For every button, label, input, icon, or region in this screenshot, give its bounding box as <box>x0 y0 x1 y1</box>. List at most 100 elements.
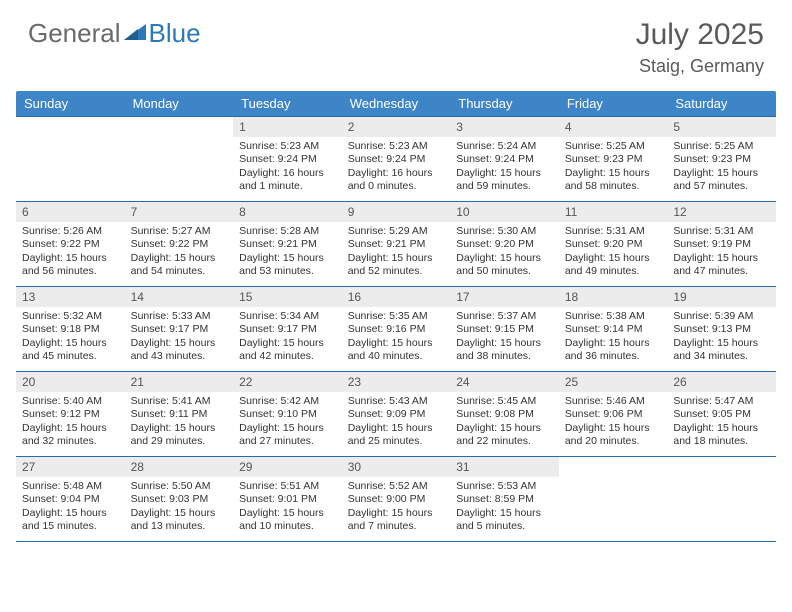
day-header-tue: Tuesday <box>233 91 342 117</box>
logo-text-general: General <box>28 18 121 49</box>
sunrise-text: Sunrise: 5:39 AM <box>673 310 770 323</box>
calendar-cell: 19Sunrise: 5:39 AMSunset: 9:13 PMDayligh… <box>667 287 776 372</box>
day-header-sun: Sunday <box>16 91 125 117</box>
cell-body: Sunrise: 5:43 AMSunset: 9:09 PMDaylight:… <box>342 392 451 453</box>
daylight-text: Daylight: 15 hours and 38 minutes. <box>456 337 553 364</box>
date-number: 31 <box>450 457 559 477</box>
sunrise-text: Sunrise: 5:37 AM <box>456 310 553 323</box>
calendar-cell <box>667 457 776 542</box>
calendar-cell: 14Sunrise: 5:33 AMSunset: 9:17 PMDayligh… <box>125 287 234 372</box>
calendar-cell: 24Sunrise: 5:45 AMSunset: 9:08 PMDayligh… <box>450 372 559 457</box>
daylight-text: Daylight: 15 hours and 32 minutes. <box>22 422 119 449</box>
cell-body: Sunrise: 5:40 AMSunset: 9:12 PMDaylight:… <box>16 392 125 453</box>
calendar-cell: 16Sunrise: 5:35 AMSunset: 9:16 PMDayligh… <box>342 287 451 372</box>
daylight-text: Daylight: 15 hours and 40 minutes. <box>348 337 445 364</box>
calendar-cell: 18Sunrise: 5:38 AMSunset: 9:14 PMDayligh… <box>559 287 668 372</box>
sunset-text: Sunset: 9:22 PM <box>22 238 119 251</box>
sunrise-text: Sunrise: 5:25 AM <box>565 140 662 153</box>
sunrise-text: Sunrise: 5:42 AM <box>239 395 336 408</box>
logo-text-blue: Blue <box>149 18 201 49</box>
sunset-text: Sunset: 9:20 PM <box>456 238 553 251</box>
daylight-text: Daylight: 15 hours and 20 minutes. <box>565 422 662 449</box>
calendar-cell: 15Sunrise: 5:34 AMSunset: 9:17 PMDayligh… <box>233 287 342 372</box>
calendar-cell: 3Sunrise: 5:24 AMSunset: 9:24 PMDaylight… <box>450 117 559 202</box>
logo: General Blue <box>28 18 201 49</box>
calendar-cell: 6Sunrise: 5:26 AMSunset: 9:22 PMDaylight… <box>16 202 125 287</box>
cell-body: Sunrise: 5:32 AMSunset: 9:18 PMDaylight:… <box>16 307 125 368</box>
sunset-text: Sunset: 9:16 PM <box>348 323 445 336</box>
sunrise-text: Sunrise: 5:26 AM <box>22 225 119 238</box>
cell-body: Sunrise: 5:31 AMSunset: 9:19 PMDaylight:… <box>667 222 776 283</box>
date-number: 29 <box>233 457 342 477</box>
calendar-cell: 28Sunrise: 5:50 AMSunset: 9:03 PMDayligh… <box>125 457 234 542</box>
daylight-text: Daylight: 16 hours and 0 minutes. <box>348 167 445 194</box>
daylight-text: Daylight: 15 hours and 57 minutes. <box>673 167 770 194</box>
daylight-text: Daylight: 15 hours and 47 minutes. <box>673 252 770 279</box>
cell-body: Sunrise: 5:53 AMSunset: 8:59 PMDaylight:… <box>450 477 559 538</box>
sunrise-text: Sunrise: 5:50 AM <box>131 480 228 493</box>
date-number: 23 <box>342 372 451 392</box>
date-number: 13 <box>16 287 125 307</box>
daylight-text: Daylight: 15 hours and 15 minutes. <box>22 507 119 534</box>
cell-body: Sunrise: 5:45 AMSunset: 9:08 PMDaylight:… <box>450 392 559 453</box>
daylight-text: Daylight: 15 hours and 50 minutes. <box>456 252 553 279</box>
daylight-text: Daylight: 15 hours and 49 minutes. <box>565 252 662 279</box>
sunrise-text: Sunrise: 5:32 AM <box>22 310 119 323</box>
triangle-icon <box>124 18 146 49</box>
date-number: 2 <box>342 117 451 137</box>
date-number: 22 <box>233 372 342 392</box>
cell-body: Sunrise: 5:37 AMSunset: 9:15 PMDaylight:… <box>450 307 559 368</box>
sunset-text: Sunset: 9:04 PM <box>22 493 119 506</box>
daylight-text: Daylight: 15 hours and 5 minutes. <box>456 507 553 534</box>
calendar-cell <box>16 117 125 202</box>
sunrise-text: Sunrise: 5:35 AM <box>348 310 445 323</box>
date-number: 20 <box>16 372 125 392</box>
sunset-text: Sunset: 9:21 PM <box>239 238 336 251</box>
sunrise-text: Sunrise: 5:24 AM <box>456 140 553 153</box>
calendar-cell: 1Sunrise: 5:23 AMSunset: 9:24 PMDaylight… <box>233 117 342 202</box>
sunrise-text: Sunrise: 5:38 AM <box>565 310 662 323</box>
day-header-sat: Saturday <box>667 91 776 117</box>
cell-body: Sunrise: 5:23 AMSunset: 9:24 PMDaylight:… <box>233 137 342 198</box>
sunset-text: Sunset: 9:01 PM <box>239 493 336 506</box>
cell-body: Sunrise: 5:25 AMSunset: 9:23 PMDaylight:… <box>667 137 776 198</box>
date-number: 8 <box>233 202 342 222</box>
date-number: 3 <box>450 117 559 137</box>
calendar-table: Sunday Monday Tuesday Wednesday Thursday… <box>16 91 776 541</box>
sunset-text: Sunset: 9:10 PM <box>239 408 336 421</box>
cell-body: Sunrise: 5:38 AMSunset: 9:14 PMDaylight:… <box>559 307 668 368</box>
calendar-cell: 12Sunrise: 5:31 AMSunset: 9:19 PMDayligh… <box>667 202 776 287</box>
date-number: 19 <box>667 287 776 307</box>
week-row: 27Sunrise: 5:48 AMSunset: 9:04 PMDayligh… <box>16 457 776 542</box>
sunrise-text: Sunrise: 5:53 AM <box>456 480 553 493</box>
sunrise-text: Sunrise: 5:52 AM <box>348 480 445 493</box>
calendar-cell: 9Sunrise: 5:29 AMSunset: 9:21 PMDaylight… <box>342 202 451 287</box>
daylight-text: Daylight: 15 hours and 25 minutes. <box>348 422 445 449</box>
sunrise-text: Sunrise: 5:46 AM <box>565 395 662 408</box>
sunrise-text: Sunrise: 5:47 AM <box>673 395 770 408</box>
cell-body: Sunrise: 5:31 AMSunset: 9:20 PMDaylight:… <box>559 222 668 283</box>
cell-body: Sunrise: 5:35 AMSunset: 9:16 PMDaylight:… <box>342 307 451 368</box>
date-number: 26 <box>667 372 776 392</box>
sunrise-text: Sunrise: 5:25 AM <box>673 140 770 153</box>
sunrise-text: Sunrise: 5:23 AM <box>239 140 336 153</box>
cell-body: Sunrise: 5:48 AMSunset: 9:04 PMDaylight:… <box>16 477 125 538</box>
sunset-text: Sunset: 9:17 PM <box>131 323 228 336</box>
daylight-text: Daylight: 15 hours and 58 minutes. <box>565 167 662 194</box>
day-header-thu: Thursday <box>450 91 559 117</box>
cell-body: Sunrise: 5:51 AMSunset: 9:01 PMDaylight:… <box>233 477 342 538</box>
sunrise-text: Sunrise: 5:45 AM <box>456 395 553 408</box>
day-header-row: Sunday Monday Tuesday Wednesday Thursday… <box>16 91 776 117</box>
date-number: 25 <box>559 372 668 392</box>
calendar-cell: 23Sunrise: 5:43 AMSunset: 9:09 PMDayligh… <box>342 372 451 457</box>
sunset-text: Sunset: 9:13 PM <box>673 323 770 336</box>
daylight-text: Daylight: 15 hours and 29 minutes. <box>131 422 228 449</box>
daylight-text: Daylight: 15 hours and 7 minutes. <box>348 507 445 534</box>
sunrise-text: Sunrise: 5:34 AM <box>239 310 336 323</box>
sunset-text: Sunset: 9:03 PM <box>131 493 228 506</box>
daylight-text: Daylight: 15 hours and 22 minutes. <box>456 422 553 449</box>
date-number: 7 <box>125 202 234 222</box>
daylight-text: Daylight: 15 hours and 18 minutes. <box>673 422 770 449</box>
daylight-text: Daylight: 16 hours and 1 minute. <box>239 167 336 194</box>
month-title: July 2025 <box>636 18 764 52</box>
